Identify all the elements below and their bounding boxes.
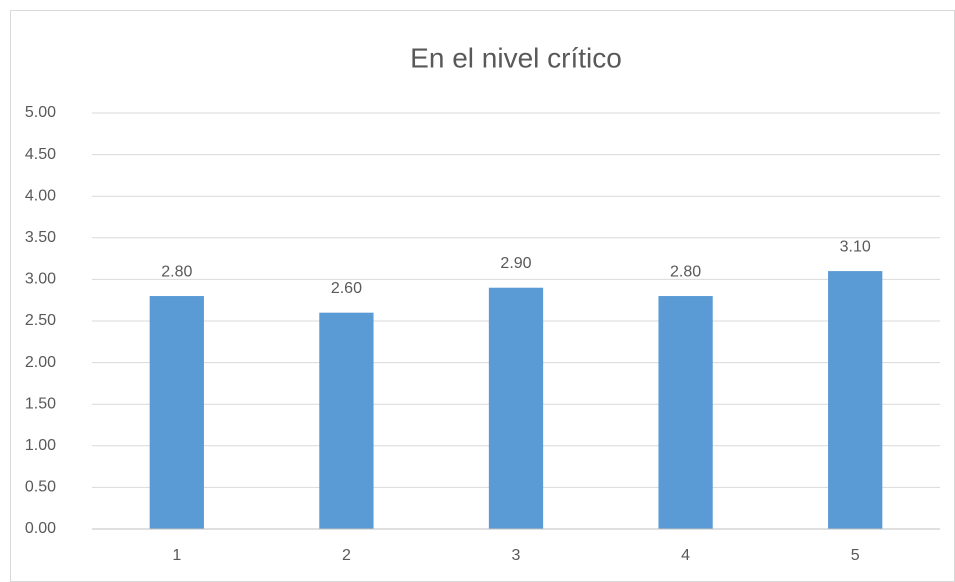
chart-title: En el nivel crítico [410,42,622,73]
data-label: 2.80 [161,263,192,280]
x-tick-label: 1 [172,547,181,564]
data-label: 2.90 [500,255,531,272]
y-tick-label: 3.00 [25,271,56,288]
x-tick-label: 3 [512,547,521,564]
y-tick-label: 4.50 [25,146,56,163]
y-tick-label: 4.00 [25,187,56,204]
bar [319,312,374,529]
bar [149,296,204,529]
y-tick-label: 0.50 [25,479,56,496]
x-tick-label: 4 [681,547,690,564]
bar [488,287,544,529]
y-tick-label: 5.00 [25,104,56,121]
bar [658,296,713,529]
x-tick-label: 2 [342,547,351,564]
y-tick-label: 1.50 [25,395,56,412]
y-tick-label: 0.00 [25,520,56,537]
data-label: 2.80 [670,263,701,280]
y-tick-label: 2.50 [25,312,56,329]
y-tick-label: 2.00 [25,354,56,371]
y-tick-label: 3.50 [25,229,56,246]
x-tick-label: 5 [851,547,860,564]
data-label: 2.60 [331,280,362,297]
y-tick-label: 1.00 [25,437,56,454]
data-label: 3.10 [840,238,871,255]
bar [828,271,883,529]
